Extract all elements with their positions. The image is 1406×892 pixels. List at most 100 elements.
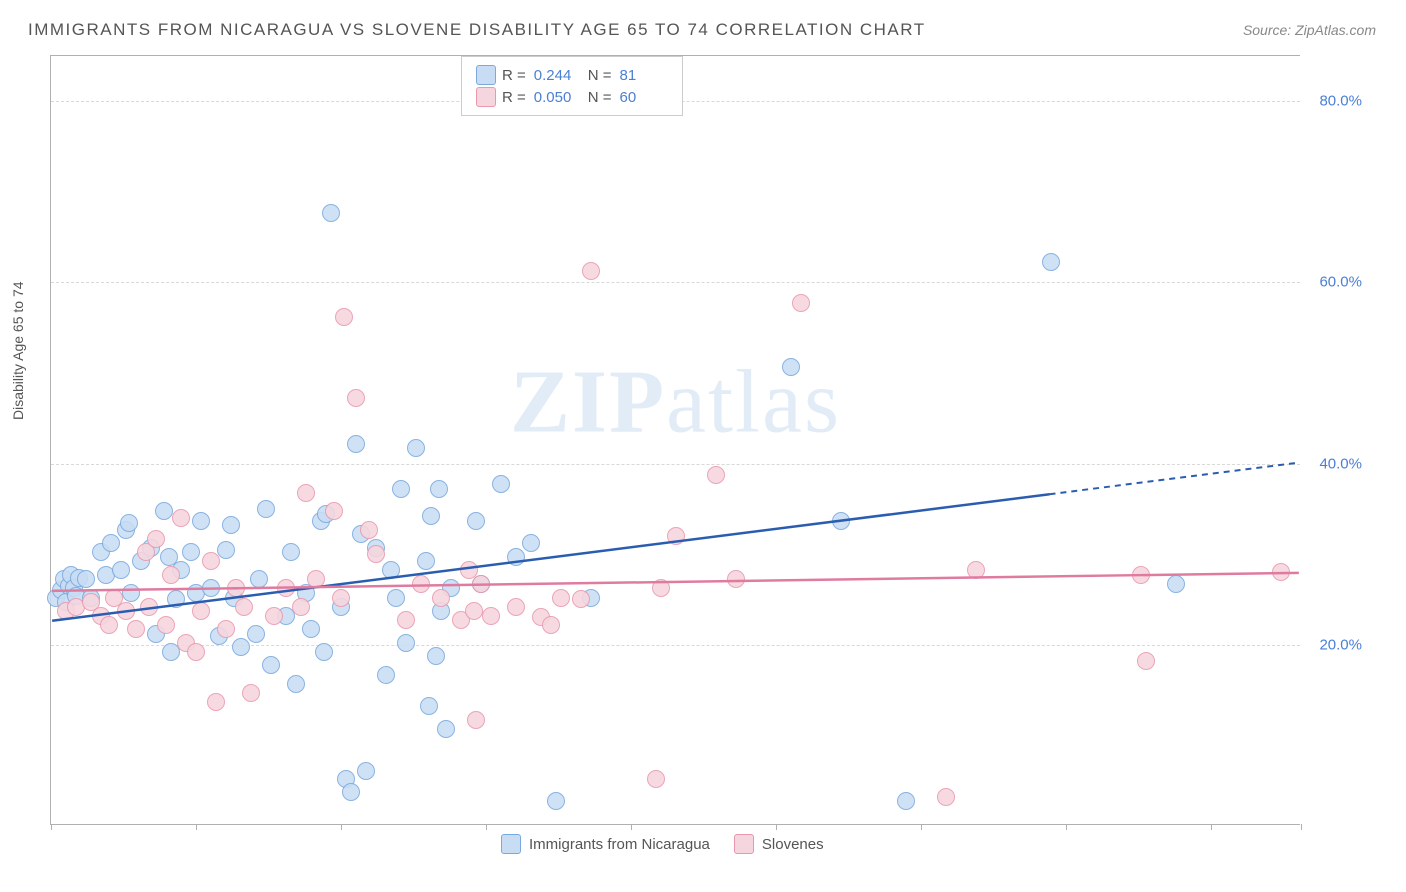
y-tick-label: 80.0%: [1319, 93, 1362, 110]
data-point-nicaragua: [897, 792, 915, 810]
x-tick: [776, 824, 777, 830]
legend-label: Immigrants from Nicaragua: [529, 836, 710, 853]
x-tick: [1066, 824, 1067, 830]
data-point-slovenes: [652, 579, 670, 597]
data-point-slovenes: [507, 598, 525, 616]
x-tick: [196, 824, 197, 830]
data-point-nicaragua: [167, 590, 185, 608]
data-point-slovenes: [937, 788, 955, 806]
gridline: [51, 282, 1300, 283]
data-point-nicaragua: [492, 475, 510, 493]
data-point-nicaragua: [342, 783, 360, 801]
source-attribution: Source: ZipAtlas.com: [1243, 22, 1376, 38]
data-point-nicaragua: [392, 480, 410, 498]
data-point-nicaragua: [782, 358, 800, 376]
data-point-slovenes: [292, 598, 310, 616]
data-point-slovenes: [192, 602, 210, 620]
data-point-nicaragua: [347, 435, 365, 453]
x-tick: [1301, 824, 1302, 830]
data-point-nicaragua: [77, 570, 95, 588]
legend-item-slovenes: Slovenes: [734, 834, 824, 854]
data-point-nicaragua: [422, 507, 440, 525]
data-point-slovenes: [127, 620, 145, 638]
data-point-nicaragua: [155, 502, 173, 520]
data-point-nicaragua: [120, 514, 138, 532]
data-point-slovenes: [465, 602, 483, 620]
series-legend: Immigrants from Nicaragua Slovenes: [501, 834, 824, 854]
data-point-slovenes: [360, 521, 378, 539]
x-tick: [631, 824, 632, 830]
swatch-slovenes: [476, 87, 496, 107]
data-point-slovenes: [727, 570, 745, 588]
data-point-nicaragua: [112, 561, 130, 579]
data-point-slovenes: [432, 589, 450, 607]
data-point-slovenes: [572, 590, 590, 608]
data-point-slovenes: [332, 589, 350, 607]
data-point-nicaragua: [122, 584, 140, 602]
data-point-slovenes: [707, 466, 725, 484]
scatter-chart: ZIPatlas R =0.244 N =81 R =0.050 N =60 I…: [50, 55, 1300, 825]
legend-row-slovenes: R =0.050 N =60: [476, 87, 668, 107]
trend-lines: [51, 56, 1300, 824]
data-point-slovenes: [552, 589, 570, 607]
data-point-nicaragua: [257, 500, 275, 518]
data-point-nicaragua: [232, 638, 250, 656]
data-point-slovenes: [582, 262, 600, 280]
data-point-slovenes: [367, 545, 385, 563]
data-point-nicaragua: [430, 480, 448, 498]
data-point-slovenes: [347, 389, 365, 407]
x-tick: [51, 824, 52, 830]
data-point-slovenes: [412, 575, 430, 593]
data-point-slovenes: [792, 294, 810, 312]
data-point-nicaragua: [397, 634, 415, 652]
legend-item-nicaragua: Immigrants from Nicaragua: [501, 834, 710, 854]
data-point-nicaragua: [832, 512, 850, 530]
gridline: [51, 464, 1300, 465]
data-point-slovenes: [1132, 566, 1150, 584]
data-point-slovenes: [297, 484, 315, 502]
data-point-nicaragua: [192, 512, 210, 530]
data-point-nicaragua: [202, 579, 220, 597]
y-tick-label: 40.0%: [1319, 455, 1362, 472]
data-point-nicaragua: [387, 589, 405, 607]
data-point-slovenes: [472, 575, 490, 593]
x-tick: [1211, 824, 1212, 830]
data-point-slovenes: [967, 561, 985, 579]
data-point-nicaragua: [382, 561, 400, 579]
data-point-slovenes: [307, 570, 325, 588]
data-point-slovenes: [265, 607, 283, 625]
data-point-nicaragua: [427, 647, 445, 665]
data-point-slovenes: [227, 579, 245, 597]
data-point-nicaragua: [250, 570, 268, 588]
data-point-nicaragua: [222, 516, 240, 534]
correlation-legend: R =0.244 N =81 R =0.050 N =60: [461, 56, 683, 116]
data-point-slovenes: [397, 611, 415, 629]
data-point-slovenes: [277, 579, 295, 597]
swatch-nicaragua: [501, 834, 521, 854]
data-point-slovenes: [162, 566, 180, 584]
data-point-nicaragua: [1167, 575, 1185, 593]
x-tick: [341, 824, 342, 830]
data-point-nicaragua: [407, 439, 425, 457]
data-point-nicaragua: [102, 534, 120, 552]
data-point-nicaragua: [282, 543, 300, 561]
data-point-slovenes: [335, 308, 353, 326]
data-point-nicaragua: [315, 643, 333, 661]
data-point-nicaragua: [287, 675, 305, 693]
x-tick: [921, 824, 922, 830]
data-point-nicaragua: [547, 792, 565, 810]
data-point-slovenes: [235, 598, 253, 616]
data-point-nicaragua: [247, 625, 265, 643]
x-tick: [486, 824, 487, 830]
data-point-nicaragua: [417, 552, 435, 570]
data-point-nicaragua: [522, 534, 540, 552]
data-point-slovenes: [242, 684, 260, 702]
data-point-nicaragua: [467, 512, 485, 530]
data-point-slovenes: [217, 620, 235, 638]
swatch-nicaragua: [476, 65, 496, 85]
chart-title: IMMIGRANTS FROM NICARAGUA VS SLOVENE DIS…: [28, 20, 926, 40]
data-point-nicaragua: [262, 656, 280, 674]
data-point-slovenes: [667, 527, 685, 545]
data-point-slovenes: [100, 616, 118, 634]
data-point-nicaragua: [1042, 253, 1060, 271]
